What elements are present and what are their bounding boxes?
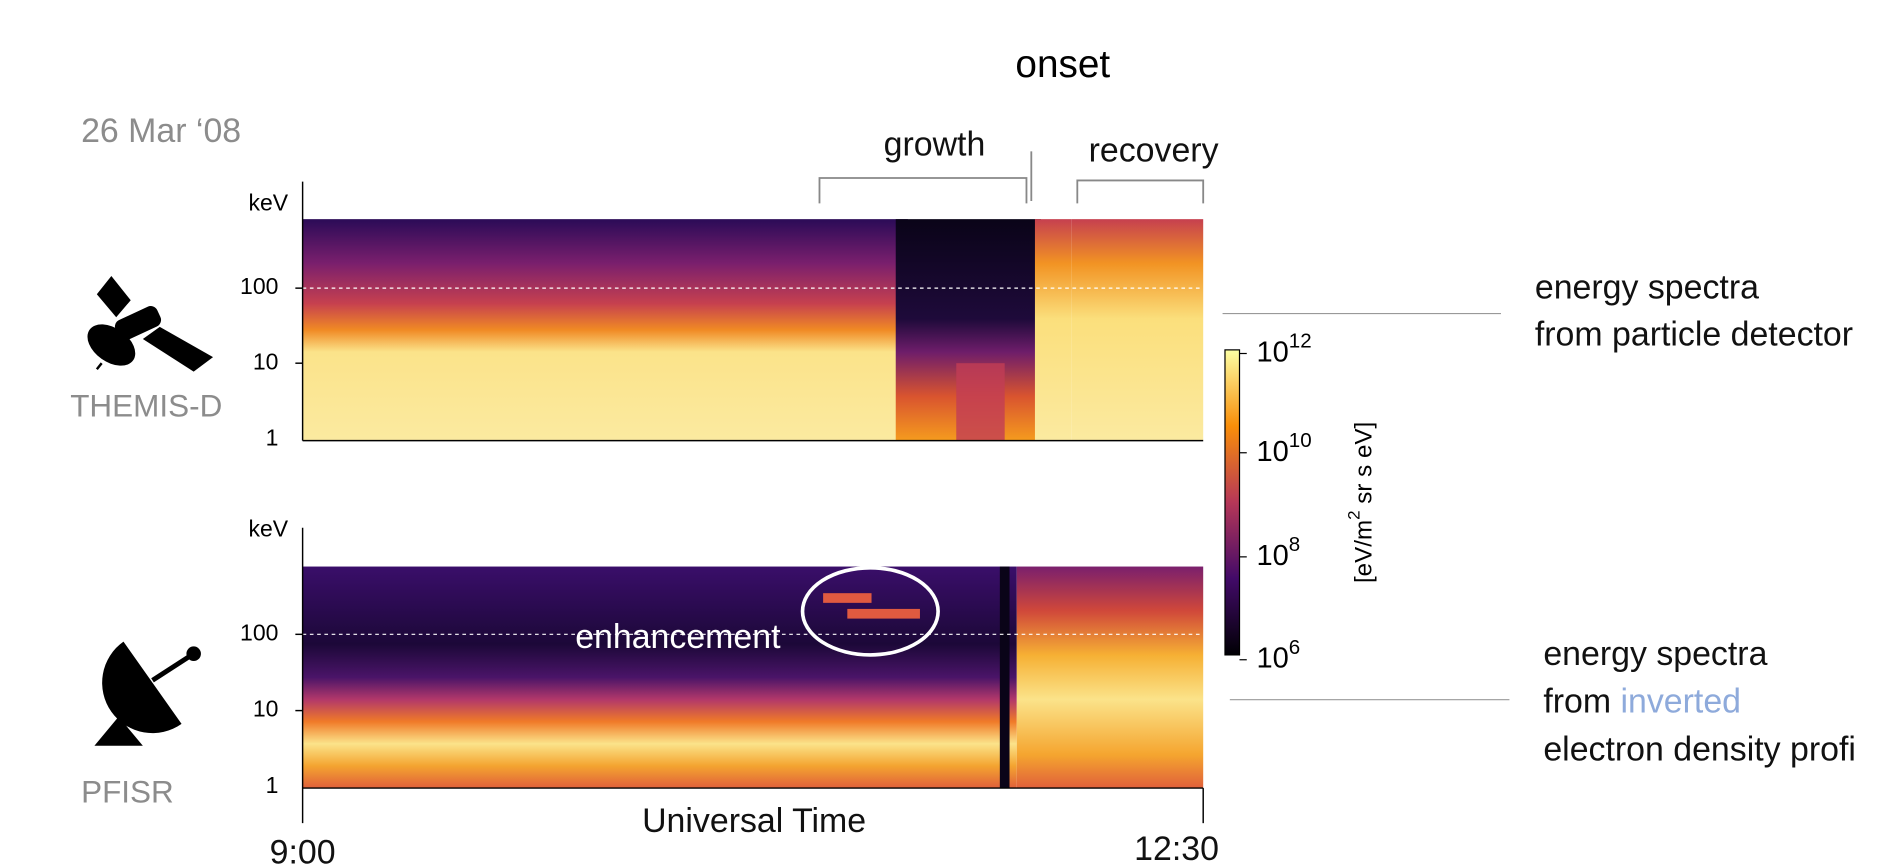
tick-exp: 12 [1289, 330, 1312, 353]
growth-bracket [818, 177, 1028, 204]
axes-pfisr [295, 527, 1204, 824]
annotation: enhancement [575, 618, 781, 656]
axes-themis [295, 181, 1204, 442]
x-tick-label: 9:00 [270, 834, 336, 868]
description: energy spectra [1543, 635, 1767, 673]
instrument-label: THEMIS-D [70, 388, 222, 423]
tick-exp: 8 [1289, 533, 1300, 556]
text-part: from [1543, 682, 1620, 720]
tick-exp: 6 [1289, 636, 1300, 659]
colorbar-tick-label: 106 [1256, 636, 1300, 674]
title: onset [1015, 43, 1110, 86]
x-tick-label: 12:30 [1134, 830, 1219, 868]
date: 26 Mar ‘08 [81, 112, 241, 150]
unit-label: keV [248, 515, 288, 541]
y-tick-label: 1 [266, 425, 279, 451]
radar-icon [94, 641, 201, 746]
colorbar-tick-label: 1012 [1256, 330, 1311, 368]
tick-base: 10 [1256, 336, 1288, 368]
y-tick-label: 100 [240, 619, 278, 645]
tick-base: 10 [1256, 642, 1288, 674]
label-sup: 2 [1345, 510, 1364, 519]
satellite-icon [87, 276, 214, 372]
colorbar-tick-label: 108 [1256, 533, 1300, 571]
description: from particle detector [1535, 316, 1853, 354]
description: energy spectra [1535, 268, 1759, 306]
label-part: [eV/m [1351, 520, 1378, 583]
spectrogram-pfisr [302, 566, 1204, 789]
unit-label: keV [248, 190, 288, 216]
y-tick-label: 100 [240, 273, 278, 299]
spectrogram-themis [302, 219, 1204, 441]
phase-label: recovery [1089, 132, 1219, 170]
phase-brackets [818, 151, 1205, 204]
label-part: sr s eV] [1351, 422, 1378, 511]
description: electron density profi [1543, 731, 1856, 769]
colorbar-label: [eV/m2 sr s eV] [1345, 422, 1378, 583]
y-tick-label: 10 [253, 696, 279, 722]
recovery-bracket [1076, 179, 1205, 204]
description: from inverted [1543, 682, 1741, 720]
tick-base: 10 [1256, 540, 1288, 572]
tick-exp: 10 [1289, 429, 1312, 452]
y-tick-label: 10 [253, 348, 279, 374]
tick-base: 10 [1256, 435, 1288, 467]
x-axis-label: Universal Time [642, 802, 866, 840]
highlight-ellipse [800, 565, 940, 657]
colorbar [1224, 349, 1241, 656]
highlight-word: inverted [1621, 682, 1742, 720]
y-tick-label: 1 [266, 772, 279, 798]
instrument-label: PFISR [81, 774, 174, 809]
colorbar-tick-label: 1010 [1256, 429, 1311, 467]
phase-label: growth [884, 125, 986, 163]
